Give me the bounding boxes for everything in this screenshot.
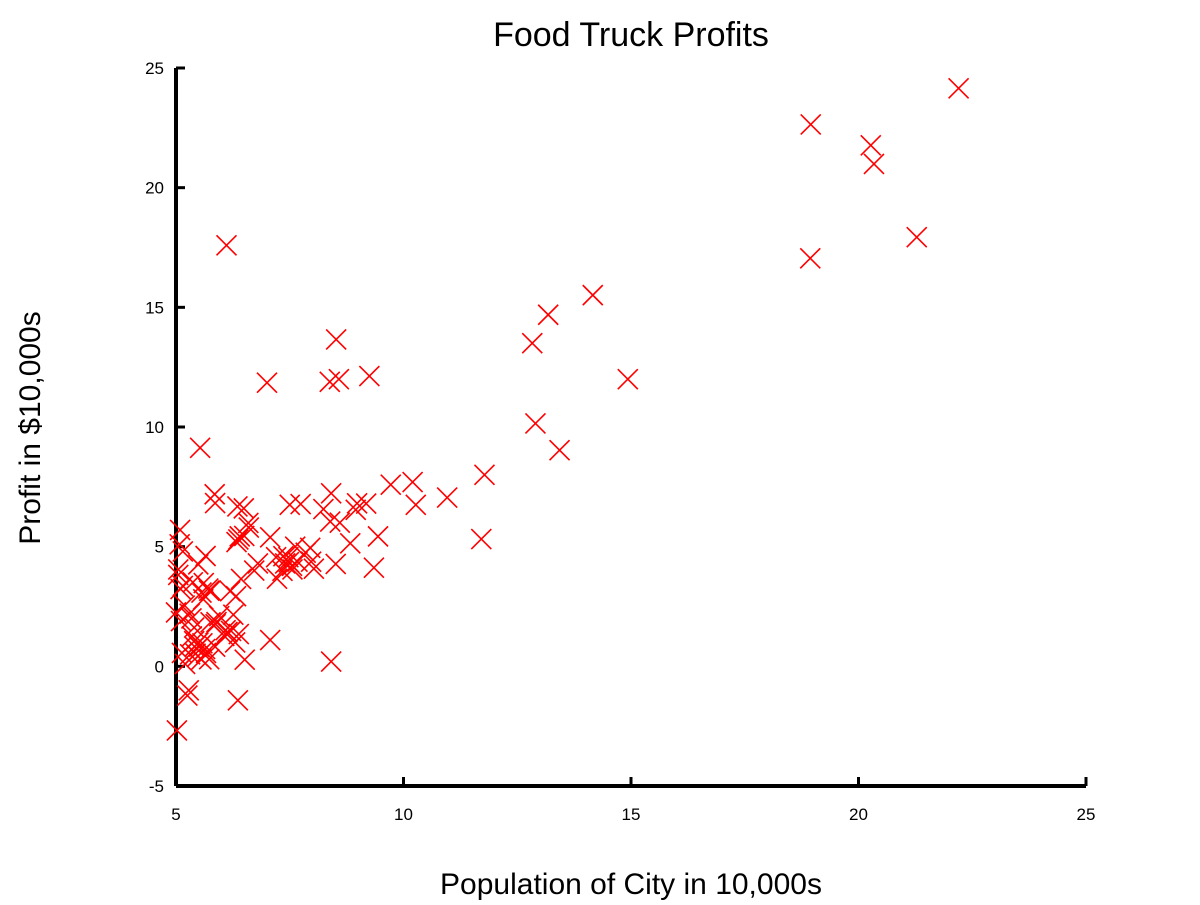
data-point-marker — [237, 512, 259, 534]
data-point-marker — [198, 648, 220, 670]
data-point-marker — [295, 542, 317, 564]
data-point-marker — [906, 226, 928, 248]
data-point-marker — [473, 464, 496, 486]
data-point-marker — [367, 525, 389, 547]
data-point-marker — [320, 650, 342, 673]
data-point-marker — [256, 372, 278, 394]
data-point-marker — [436, 487, 458, 509]
chart-title: Food Truck Profits — [493, 16, 769, 54]
data-point-marker — [345, 499, 367, 521]
data-point-marker — [187, 645, 209, 667]
data-point-marker — [521, 332, 543, 354]
y-tick-label: 25 — [145, 59, 164, 78]
axes: 5 10 15 20 25 -5 0 5 10 15 20 25 — [145, 59, 1095, 824]
data-point-marker — [181, 625, 203, 647]
data-point-marker — [800, 113, 822, 136]
data-point-marker — [172, 575, 194, 597]
data-point-marker — [363, 557, 385, 579]
y-axis-label: Profit in $10,000s — [14, 311, 47, 544]
data-point-marker — [320, 482, 342, 504]
data-point-marker — [178, 679, 200, 701]
data-point-marker — [303, 558, 325, 580]
x-axis-label: Population of City in 10,000s — [440, 868, 822, 900]
x-tick-label: 10 — [394, 805, 413, 824]
data-point-marker — [208, 605, 230, 627]
data-point-marker — [329, 512, 351, 534]
data-point-marker — [325, 328, 347, 350]
data-point-marker — [319, 371, 341, 393]
data-point-marker — [380, 474, 402, 496]
data-point-marker — [582, 284, 604, 306]
data-point-marker — [279, 494, 301, 516]
data-point-marker — [312, 498, 334, 520]
data-point-marker — [190, 582, 213, 604]
data-point-marker — [402, 471, 424, 493]
data-points — [165, 77, 970, 742]
data-point-marker — [193, 572, 215, 594]
data-point-marker — [195, 545, 217, 567]
data-point-marker — [233, 525, 255, 547]
data-point-marker — [205, 613, 227, 635]
data-point-marker — [176, 684, 198, 707]
x-tick-label: 25 — [1077, 805, 1096, 824]
data-point-marker — [169, 533, 191, 555]
y-tick-label: -5 — [149, 777, 164, 796]
data-point-marker — [358, 365, 380, 387]
data-point-marker — [247, 552, 269, 574]
x-tick-label: 5 — [171, 805, 180, 824]
data-point-marker — [172, 540, 194, 563]
data-point-marker — [204, 483, 226, 505]
data-point-marker — [860, 134, 882, 156]
data-point-marker — [225, 585, 247, 607]
x-tick-label: 15 — [622, 805, 641, 824]
y-tick-label: 5 — [155, 538, 164, 557]
data-point-marker — [325, 553, 347, 575]
data-point-marker — [346, 492, 368, 514]
data-point-marker — [328, 368, 350, 390]
data-point-marker — [233, 497, 255, 519]
data-point-marker — [243, 560, 265, 582]
data-point-marker — [167, 558, 189, 580]
data-point-marker — [259, 629, 281, 651]
data-point-marker — [215, 234, 238, 256]
data-point-marker — [617, 368, 639, 390]
data-point-marker — [863, 153, 885, 175]
data-point-marker — [204, 492, 226, 514]
data-point-marker — [174, 653, 196, 675]
data-point-marker — [319, 510, 341, 533]
data-point-marker — [227, 689, 249, 711]
data-point-marker — [166, 719, 188, 742]
y-tick-label: 20 — [145, 179, 164, 198]
data-point-marker — [183, 616, 205, 639]
data-point-marker — [189, 437, 211, 459]
data-point-marker — [224, 631, 246, 653]
data-point-marker — [799, 247, 821, 269]
data-point-marker — [266, 568, 288, 590]
data-point-marker — [200, 611, 222, 633]
data-point-marker — [470, 528, 492, 550]
data-point-marker — [948, 77, 970, 99]
data-point-marker — [167, 564, 189, 586]
y-tick-label: 0 — [155, 657, 164, 676]
data-point-marker — [234, 649, 256, 671]
data-point-marker — [537, 304, 559, 326]
data-point-marker — [355, 493, 377, 515]
data-point-marker — [548, 439, 571, 461]
data-point-marker — [216, 621, 238, 643]
data-point-marker — [290, 493, 312, 515]
data-point-marker — [274, 552, 296, 574]
x-tick-label: 20 — [849, 805, 868, 824]
y-tick-label: 15 — [145, 298, 164, 317]
data-point-marker — [524, 412, 547, 434]
data-point-marker — [220, 620, 242, 642]
data-point-marker — [226, 495, 248, 518]
data-point-marker — [339, 532, 361, 554]
data-point-marker — [259, 526, 281, 548]
data-point-marker — [405, 494, 427, 516]
data-point-marker — [230, 568, 252, 590]
y-tick-label: 10 — [145, 418, 164, 437]
